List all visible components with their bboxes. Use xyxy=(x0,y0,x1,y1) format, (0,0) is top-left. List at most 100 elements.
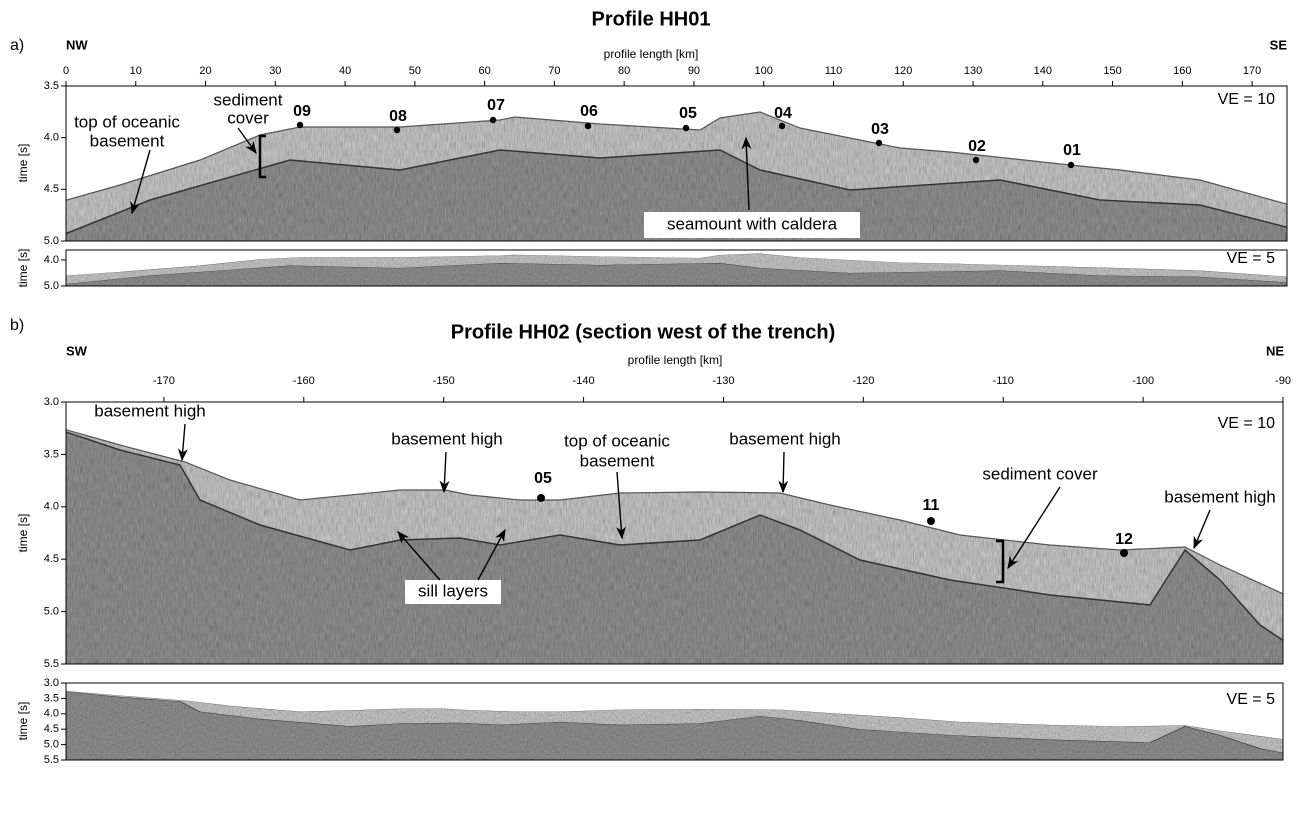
label-box xyxy=(405,580,501,604)
y-tick-label: 3.5 xyxy=(44,80,59,92)
x-tick-label: 90 xyxy=(688,65,700,77)
bracket xyxy=(996,539,1005,584)
y-axis-label: time [s] xyxy=(16,514,30,553)
seafloor xyxy=(66,429,1283,595)
x-tick-label: -110 xyxy=(993,375,1014,387)
y-tick-label: 4.0 xyxy=(44,708,59,720)
station-dot xyxy=(778,122,786,130)
x-tick-label: -130 xyxy=(712,375,734,387)
arrow xyxy=(1007,486,1061,570)
station-dot xyxy=(875,139,883,147)
x-tick-label: -100 xyxy=(1132,375,1154,387)
y-tick-label: 4.0 xyxy=(44,501,59,513)
station-dot xyxy=(489,116,497,124)
annotation: basement high xyxy=(729,429,841,448)
frame xyxy=(65,682,1284,761)
station-label: 12 xyxy=(1115,531,1133,548)
station-dot xyxy=(1120,549,1128,557)
station-dot xyxy=(682,124,690,132)
x-tick-label: 70 xyxy=(548,65,560,77)
annotation: basement high xyxy=(391,429,503,448)
basement xyxy=(66,691,1283,760)
frame xyxy=(65,401,1284,665)
section-body xyxy=(66,253,1287,286)
direction: NE xyxy=(1266,343,1284,358)
y-tick-label: 5.0 xyxy=(44,606,59,618)
arrow xyxy=(741,136,752,211)
station-label: 06 xyxy=(580,103,598,120)
station-dot xyxy=(972,156,980,164)
panel-label: a) xyxy=(10,37,24,54)
x-tick-label: 160 xyxy=(1173,65,1191,77)
annotation: basement high xyxy=(94,401,206,420)
basement-top xyxy=(66,262,1287,285)
x-tick-label: 80 xyxy=(618,65,630,77)
x-tick-label: 120 xyxy=(894,65,912,77)
x-tick-label: 130 xyxy=(964,65,982,77)
arrow xyxy=(237,127,257,155)
station-label: 02 xyxy=(968,138,986,155)
station-label: 01 xyxy=(1063,142,1081,159)
annotation: basement xyxy=(580,451,655,470)
y-tick-label: 5.0 xyxy=(44,280,59,292)
y-axis-label: time [s] xyxy=(16,702,30,741)
y-axis-label: time [s] xyxy=(16,144,30,183)
station-dot xyxy=(393,126,401,134)
seismic-section xyxy=(66,111,1287,241)
direction: SW xyxy=(66,343,88,358)
panel-title: Profile HH02 (section west of the trench… xyxy=(451,321,836,343)
y-tick-label: 5.0 xyxy=(44,739,59,751)
y-tick-label: 4.5 xyxy=(44,183,59,195)
seismic-section xyxy=(66,690,1283,760)
station-label: 11 xyxy=(923,497,940,514)
annotation: top of oceanic xyxy=(74,112,180,131)
seismic-section xyxy=(66,429,1283,664)
y-tick-label: 4.5 xyxy=(44,553,59,565)
direction: NW xyxy=(66,37,88,52)
ve-label: VE = 5 xyxy=(1227,691,1276,708)
y-axis-label: time [s] xyxy=(16,249,30,288)
arrow xyxy=(397,531,441,581)
basement-top xyxy=(66,431,1283,642)
x-tick-label: 20 xyxy=(199,65,211,77)
station-label: 05 xyxy=(534,470,552,487)
x-tick-label: 110 xyxy=(825,65,843,77)
annotation: sediment cover xyxy=(982,464,1098,483)
frame xyxy=(65,249,1288,287)
bracket xyxy=(258,134,266,179)
x-tick-label: 10 xyxy=(130,65,142,77)
label-box xyxy=(644,212,860,238)
y-tick-label: 4.0 xyxy=(44,132,59,144)
y-tick-label: 3.5 xyxy=(44,692,59,704)
station-dot xyxy=(537,494,545,502)
section-body xyxy=(66,690,1283,760)
direction: SE xyxy=(1270,37,1288,52)
x-tick-label: -160 xyxy=(293,375,315,387)
annotation: top of oceanic xyxy=(564,431,670,450)
y-tick-label: 3.0 xyxy=(44,677,59,689)
ve-label: VE = 10 xyxy=(1218,91,1275,108)
basement-top xyxy=(66,691,1283,754)
arrow xyxy=(477,528,506,581)
y-tick-label: 5.5 xyxy=(44,658,59,670)
y-tick-label: 5.5 xyxy=(44,754,59,766)
annotation: sill layers xyxy=(418,581,488,600)
stations: 09 08 07 06 05 04 03 02 01 xyxy=(293,97,1081,169)
arrow xyxy=(616,471,627,540)
x-tick-label: -90 xyxy=(1275,375,1291,387)
x-tick-label: 0 xyxy=(63,65,69,77)
station-label: 07 xyxy=(487,97,505,114)
ve-label: VE = 10 xyxy=(1218,415,1275,432)
seafloor xyxy=(66,690,1283,740)
annotation: basement xyxy=(90,131,165,150)
y-tick-label: 5.0 xyxy=(44,235,59,247)
arrow xyxy=(1193,509,1211,550)
annotation: basement high xyxy=(1164,487,1276,506)
x-tick-label: 40 xyxy=(339,65,351,77)
station-dot xyxy=(1067,161,1075,169)
frame xyxy=(65,85,1288,242)
station-label: 03 xyxy=(871,121,889,138)
station-label: 05 xyxy=(679,105,697,122)
x-tick-label: -120 xyxy=(852,375,874,387)
